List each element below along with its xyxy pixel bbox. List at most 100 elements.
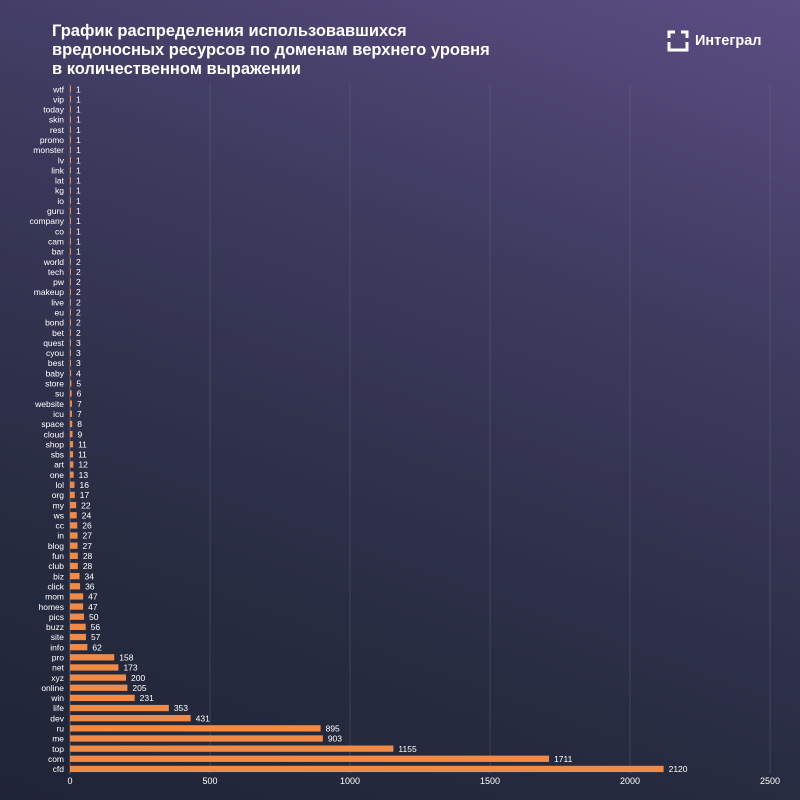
value-label: 11: [78, 450, 87, 460]
value-label: 1: [76, 145, 81, 155]
bar: [70, 542, 78, 549]
category-label: wtf: [52, 84, 65, 94]
bar: [70, 197, 71, 204]
category-label: life: [53, 703, 64, 713]
bar: [70, 593, 84, 600]
category-label: website: [34, 399, 64, 409]
category-label: skin: [49, 115, 64, 125]
value-label: 47: [88, 592, 98, 602]
bar: [70, 644, 88, 651]
category-label: sbs: [51, 450, 64, 460]
bar: [70, 430, 73, 438]
bar: [70, 156, 71, 164]
bar: [70, 116, 71, 123]
value-label: 11: [78, 439, 87, 449]
value-label: 1: [76, 196, 81, 206]
chart-title: График распределения использовавшихся вр…: [52, 22, 612, 79]
bar: [70, 481, 75, 488]
value-label: 5: [76, 379, 81, 389]
bar: [70, 390, 72, 397]
category-label: biz: [53, 571, 64, 581]
category-label: live: [51, 297, 64, 307]
value-label: 47: [88, 602, 98, 612]
value-label: 7: [77, 409, 82, 419]
value-label: 26: [82, 521, 92, 531]
category-label: dev: [50, 713, 64, 723]
value-label: 431: [196, 713, 210, 723]
category-label: site: [51, 632, 65, 642]
bar: [70, 400, 72, 407]
value-label: 1: [76, 165, 81, 175]
bar: [70, 704, 169, 712]
bar: [70, 309, 71, 316]
bar: [70, 420, 73, 428]
value-label: 3: [76, 348, 81, 358]
x-tick-label: 2000: [620, 776, 640, 786]
value-label: 1: [76, 206, 81, 216]
bar: [70, 755, 550, 762]
bar: [70, 187, 71, 194]
category-label: club: [48, 561, 64, 571]
value-label: 1: [76, 105, 81, 115]
category-label: kg: [55, 186, 64, 196]
value-label: 1: [76, 186, 81, 196]
bar: [70, 319, 71, 326]
bar: [70, 532, 78, 539]
bar: [70, 745, 394, 752]
x-tick-label: 1500: [480, 776, 500, 786]
value-label: 205: [132, 683, 146, 693]
value-label: 200: [131, 673, 145, 683]
value-label: 13: [79, 470, 89, 480]
value-label: 2: [76, 318, 81, 328]
category-label: icu: [53, 409, 64, 419]
bar: [70, 451, 74, 458]
category-label: baby: [46, 368, 65, 378]
bar: [70, 583, 81, 590]
bar: [70, 501, 77, 509]
bar: [70, 441, 74, 448]
bar: [70, 278, 71, 286]
category-label: net: [52, 663, 64, 673]
bar: [70, 248, 71, 255]
bar: [70, 684, 128, 691]
value-label: 17: [80, 490, 90, 500]
value-label: 50: [89, 612, 99, 622]
bar: [70, 491, 75, 499]
category-label: lol: [55, 480, 64, 490]
bar: [70, 96, 71, 103]
category-label: pw: [53, 277, 65, 287]
bar: [70, 572, 80, 580]
bar: [70, 268, 71, 275]
category-label: rest: [50, 125, 65, 135]
category-label: online: [41, 683, 64, 693]
bar: [70, 735, 323, 742]
category-label: win: [50, 693, 64, 703]
category-label: click: [47, 581, 64, 591]
category-label: cc: [56, 521, 65, 531]
category-label: org: [52, 490, 65, 500]
x-tick-label: 1000: [340, 776, 360, 786]
bar: [70, 167, 71, 174]
value-label: 1: [76, 84, 81, 94]
category-label: one: [50, 470, 64, 480]
value-label: 158: [119, 653, 133, 663]
bar: [70, 694, 135, 702]
value-label: 12: [78, 460, 88, 470]
value-label: 353: [174, 703, 188, 713]
value-label: 1: [76, 236, 81, 246]
brand-logo: Интеграл: [667, 30, 762, 52]
value-label: 903: [328, 734, 342, 744]
bar: [70, 238, 71, 245]
category-label: cloud: [44, 429, 65, 439]
category-label: quest: [43, 338, 64, 348]
bar: [70, 633, 86, 641]
bar: [70, 85, 71, 93]
bar: [70, 715, 191, 722]
bar: [70, 512, 77, 519]
category-label: homes: [38, 602, 64, 612]
category-label: vip: [53, 94, 64, 104]
category-label: me: [52, 734, 64, 744]
category-label: tech: [48, 267, 64, 277]
value-label: 2: [76, 287, 81, 297]
category-label: fun: [52, 551, 64, 561]
